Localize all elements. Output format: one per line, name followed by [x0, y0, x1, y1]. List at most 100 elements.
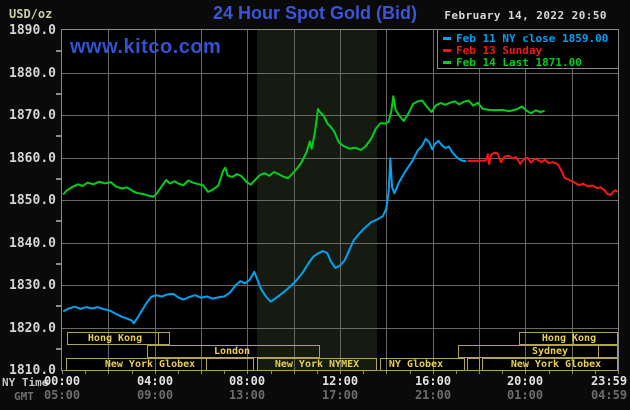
- x-axis-minor-tick: [479, 371, 480, 374]
- legend-dash-icon: [443, 36, 451, 40]
- session-divider: [158, 333, 159, 344]
- session-label: NY Globex: [388, 359, 444, 370]
- y-axis-minor-tick: [56, 305, 62, 307]
- y-axis-minor-tick: [56, 93, 62, 95]
- x-axis-minor-tick: [247, 371, 248, 374]
- session-box: [380, 358, 465, 371]
- gmt-tick-label: 01:00: [506, 388, 544, 402]
- legend-row-1: Feb 13 Sunday: [443, 44, 618, 57]
- session-box: [482, 358, 618, 371]
- x-axis-minor-tick: [525, 371, 526, 374]
- x-axis-minor-tick: [572, 371, 573, 374]
- y-axis-tick-label: 1860.0: [9, 151, 56, 166]
- legend-dash-icon: [443, 60, 451, 64]
- session-label: New York Globex: [104, 359, 196, 370]
- gmt-tick-label: 04:59: [590, 388, 628, 402]
- session-box: [67, 332, 170, 345]
- session-label: Sydney: [531, 346, 569, 357]
- ny-time-tick-label: 16:00: [414, 374, 452, 388]
- legend-label: Feb 11 NY close 1859.00: [456, 32, 609, 45]
- x-axis-minor-tick: [132, 371, 133, 374]
- legend-dash-icon: [443, 48, 451, 52]
- session-label: London: [213, 346, 251, 357]
- x-axis-minor-tick: [595, 371, 596, 374]
- gmt-tick-label: 21:00: [414, 388, 452, 402]
- y-axis-minor-tick: [56, 178, 62, 180]
- session-label: New York Globex: [510, 359, 602, 370]
- session-label: Hong Kong: [87, 333, 143, 344]
- x-axis-minor-tick: [363, 371, 364, 374]
- x-axis-minor-tick: [317, 371, 318, 374]
- y-axis-tick-label: 1820.0: [9, 321, 56, 336]
- x-axis-minor-tick: [502, 371, 503, 374]
- y-axis-tick-label: 1850.0: [9, 193, 56, 208]
- session-box: [458, 345, 618, 358]
- legend: Feb 11 NY close 1859.00 Feb 13 Sunday Feb …: [437, 30, 618, 69]
- gmt-tick-label: 09:00: [136, 388, 174, 402]
- gridline-horizontal: [62, 115, 618, 116]
- price-series-svg: [62, 95, 618, 325]
- gmt-tick-label: 17:00: [321, 388, 359, 402]
- y-axis-minor-tick: [56, 263, 62, 265]
- y-axis-tick-label: 1890.0: [9, 23, 56, 38]
- series-line-2: [62, 95, 545, 198]
- gridline-horizontal: [62, 243, 618, 244]
- ny-time-axis-label: NY Time: [2, 376, 49, 389]
- x-axis-minor-tick: [340, 371, 341, 374]
- session-divider: [598, 346, 599, 357]
- x-axis-minor-tick: [108, 371, 109, 374]
- datetime-label: February 14, 2022 20:50: [444, 9, 607, 22]
- y-axis-minor-tick: [56, 135, 62, 137]
- x-axis-minor-tick: [271, 371, 272, 374]
- x-axis-minor-tick: [456, 371, 457, 374]
- y-axis-tick-label: 1840.0: [9, 236, 56, 251]
- x-axis-minor-tick: [386, 371, 387, 374]
- y-axis-tick-label: 1810.0: [9, 363, 56, 378]
- plot-area: Feb 11 NY close 1859.00 Feb 13 Sunday Feb …: [61, 29, 619, 371]
- gridline-horizontal: [62, 73, 618, 74]
- x-axis-minor-tick: [549, 371, 550, 374]
- x-axis-minor-tick: [433, 371, 434, 374]
- session-box: [66, 358, 254, 371]
- x-axis-minor-tick: [178, 371, 179, 374]
- gridline-horizontal: [62, 285, 618, 286]
- session-box: [467, 358, 480, 371]
- x-axis-minor-tick: [62, 371, 63, 374]
- session-box: [519, 332, 618, 345]
- session-divider: [573, 333, 574, 344]
- y-axis-tick-label: 1880.0: [9, 66, 56, 81]
- legend-row-2: Feb 14 Last 1871.00: [443, 56, 618, 69]
- x-axis-minor-tick: [294, 371, 295, 374]
- y-axis-tick-label: 1870.0: [9, 108, 56, 123]
- gmt-tick-label: 13:00: [228, 388, 266, 402]
- gmt-tick-label: 05:00: [43, 388, 81, 402]
- legend-label: Feb 13 Sunday: [456, 44, 543, 57]
- series-line-1: [467, 151, 618, 196]
- session-box: [147, 345, 320, 358]
- gmt-axis-label: GMT: [14, 390, 34, 403]
- x-axis-minor-tick: [201, 371, 202, 374]
- ny-time-tick-label: 23:59: [590, 374, 628, 388]
- x-axis-minor-tick: [155, 371, 156, 374]
- gridline-horizontal: [62, 328, 618, 329]
- ny-time-tick-label: 08:00: [228, 374, 266, 388]
- ny-time-tick-label: 00:00: [43, 374, 81, 388]
- legend-label: Feb 14 Last 1871.00: [456, 56, 582, 69]
- unit-label: USD/oz: [9, 7, 53, 21]
- gridline-horizontal: [62, 200, 618, 201]
- session-divider: [206, 359, 207, 370]
- kitco-watermark-link[interactable]: www.kitco.com: [70, 36, 222, 58]
- x-axis-minor-tick: [224, 371, 225, 374]
- ny-time-tick-label: 20:00: [506, 374, 544, 388]
- session-label: New York NYMEX: [274, 359, 360, 370]
- y-axis-minor-tick: [56, 348, 62, 350]
- y-axis-minor-tick: [56, 50, 62, 52]
- ny-time-tick-label: 04:00: [136, 374, 174, 388]
- page-title: 24 Hour Spot Gold (Bid): [213, 3, 417, 23]
- x-axis-minor-tick: [618, 371, 619, 374]
- gridline-horizontal: [62, 158, 618, 159]
- session-box: [257, 358, 377, 371]
- ny-time-tick-label: 12:00: [321, 374, 359, 388]
- y-axis-minor-tick: [56, 220, 62, 222]
- series-line-0: [62, 137, 467, 325]
